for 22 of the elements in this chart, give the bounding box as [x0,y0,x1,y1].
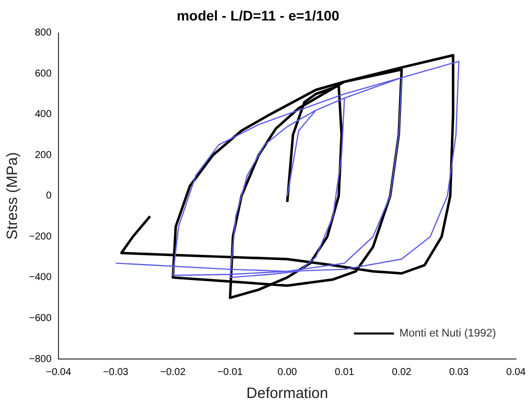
y-tick-label: 400 [34,109,52,120]
x-tick-label: 0.00 [278,366,298,378]
x-tick-label: 0.02 [392,366,412,378]
y-tick-label: 600 [34,68,52,80]
y-axis-title: Stress (MPa) [4,152,22,240]
y-tick-label: −600 [28,312,52,324]
chart-title: model - L/D=11 - e=1/100 [176,7,340,24]
x-tick-label: 0.01 [334,366,355,378]
y-tick-label: −200 [28,231,52,242]
x-tick-label: 0.03 [449,366,469,378]
x-tick-label: −0.02 [160,366,186,378]
x-tick-label: −0.03 [103,366,129,378]
y-tick-label: 800 [34,28,52,39]
legend-label: Monti et Nuti (1992) [399,328,496,340]
y-tick-label: 0 [46,190,52,202]
y-tick-label: −800 [28,354,52,365]
x-axis-title: Deformation [246,385,328,402]
y-tick-label: −400 [28,272,52,284]
x-tick-label: −0.04 [46,366,72,378]
x-tick-label: 0.04 [506,366,526,378]
y-tick-label: 200 [34,150,52,161]
x-tick-label: −0.01 [217,366,244,378]
